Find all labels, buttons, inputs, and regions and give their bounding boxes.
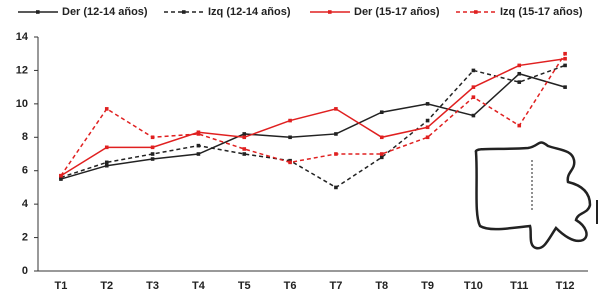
y-tick-label: 14: [16, 31, 29, 43]
point-marker: [334, 107, 338, 111]
point-marker: [471, 85, 476, 89]
point-marker: [150, 145, 155, 150]
point-marker: [150, 135, 155, 140]
point-marker: [379, 152, 384, 156]
point-marker: [242, 132, 247, 136]
x-tick-label: T3: [146, 280, 159, 292]
point-marker: [563, 56, 567, 61]
point-marker: [288, 160, 292, 165]
x-tick-label: T7: [329, 280, 342, 292]
legend-label: Der (15-17 años): [354, 6, 440, 18]
point-marker: [196, 132, 201, 136]
legend-marker: [474, 10, 478, 14]
y-tick-label: 0: [22, 265, 28, 277]
point-marker: [471, 95, 476, 99]
point-marker: [150, 152, 155, 156]
x-tick-label: T10: [464, 280, 483, 292]
x-tick-label: T1: [54, 280, 67, 292]
point-marker: [379, 135, 384, 140]
series-line: [60, 72, 566, 180]
x-tick-label: T9: [421, 280, 434, 292]
x-tick-label: T4: [192, 280, 206, 292]
point-marker: [104, 160, 109, 165]
series-line: [60, 64, 566, 189]
point-marker: [334, 152, 338, 156]
y-tick-label: 8: [22, 131, 28, 143]
y-tick-label: 6: [22, 165, 28, 177]
point-marker: [196, 143, 201, 148]
point-marker: [563, 63, 567, 68]
point-marker: [471, 113, 476, 118]
point-marker: [59, 173, 63, 178]
series-line: [60, 57, 566, 177]
point-marker: [379, 155, 384, 160]
point-marker: [104, 163, 109, 168]
point-marker: [334, 132, 338, 136]
legend-label: Izq (15-17 años): [500, 6, 583, 18]
y-tick-label: 4: [22, 198, 29, 210]
point-marker: [150, 157, 155, 161]
x-tick-label: T12: [556, 280, 575, 292]
point-marker: [288, 118, 292, 123]
y-tick-label: 10: [16, 98, 28, 110]
x-tick-label: T6: [284, 280, 297, 292]
legend-marker: [36, 10, 40, 14]
point-marker: [563, 85, 567, 89]
y-tick-label: 12: [16, 64, 28, 76]
point-marker: [517, 123, 522, 128]
point-marker: [288, 135, 292, 140]
point-marker: [425, 125, 430, 130]
point-marker: [242, 152, 247, 156]
point-marker: [425, 102, 430, 106]
point-marker: [242, 147, 247, 151]
point-marker: [471, 68, 476, 73]
point-marker: [517, 63, 522, 68]
point-marker: [379, 110, 384, 115]
x-tick-label: T5: [238, 280, 251, 292]
x-tick-label: T8: [375, 280, 388, 292]
point-marker: [104, 145, 109, 150]
point-marker: [517, 80, 522, 84]
point-marker: [334, 185, 338, 190]
legend-marker: [328, 10, 332, 14]
point-marker: [517, 71, 522, 76]
point-marker: [196, 152, 201, 156]
point-marker: [242, 135, 247, 140]
point-marker: [425, 135, 430, 140]
point-marker: [425, 118, 430, 123]
x-tick-label: T11: [510, 280, 528, 292]
x-tick-label: T2: [100, 280, 113, 292]
point-marker: [563, 51, 567, 56]
legend-label: Der (12-14 años): [62, 6, 148, 18]
bone-illustration: [474, 141, 592, 250]
point-marker: [104, 107, 109, 111]
legend-label: Izq (12-14 años): [208, 6, 291, 18]
y-tick-label: 2: [22, 231, 28, 243]
legend-marker: [182, 10, 186, 14]
